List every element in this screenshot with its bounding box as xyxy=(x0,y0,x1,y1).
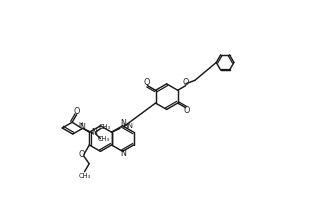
Text: H: H xyxy=(79,122,84,127)
Text: O: O xyxy=(183,78,189,87)
Text: HN: HN xyxy=(122,123,133,129)
Text: N: N xyxy=(79,123,85,133)
Text: CH₃: CH₃ xyxy=(99,125,111,131)
Text: CH₃: CH₃ xyxy=(98,136,110,142)
Text: O: O xyxy=(74,107,80,116)
Text: N: N xyxy=(120,149,126,158)
Text: CH₃: CH₃ xyxy=(78,173,91,179)
Text: N: N xyxy=(120,119,126,128)
Text: O: O xyxy=(184,106,190,115)
Text: O: O xyxy=(144,78,150,87)
Text: N: N xyxy=(91,128,97,137)
Text: O: O xyxy=(78,150,85,159)
